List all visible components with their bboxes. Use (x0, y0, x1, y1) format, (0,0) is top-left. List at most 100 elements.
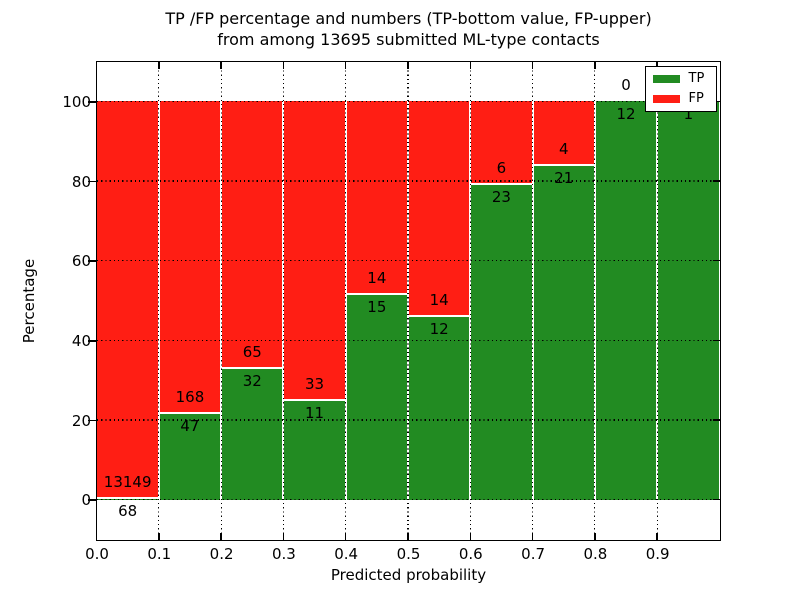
tp-legend-label: TP (688, 70, 705, 86)
x-tick-mark-top (656, 61, 658, 69)
bar-segment-tp (409, 316, 470, 500)
tp-count-label: 47 (180, 416, 200, 435)
x-tick-mark-top (594, 61, 596, 69)
x-tick-mark (344, 532, 347, 540)
x-tick-mark-top (282, 61, 285, 69)
y-tick-mark-right (712, 339, 720, 342)
bar-segment-tp (595, 101, 657, 500)
x-tick-mark-top (531, 61, 534, 69)
bar-segment-fp (346, 101, 407, 293)
x-tick-mark (656, 532, 658, 540)
fp-count-label: 14 (367, 268, 387, 287)
x-tick-label: 0.8 (583, 545, 608, 563)
gridline-vertical (594, 61, 596, 540)
legend-entry-fp: FP (652, 90, 709, 106)
x-tick-mark-top (407, 61, 409, 69)
tp-count-label: 1 (683, 105, 694, 124)
y-tick-mark (88, 260, 96, 262)
x-tick-mark (469, 532, 472, 540)
fp-count-label: 33 (304, 375, 325, 394)
fp-count-label: 0 (621, 76, 631, 95)
x-tick-mark (220, 532, 222, 540)
x-tick-label: 0.7 (521, 545, 546, 563)
x-tick-mark (282, 532, 285, 540)
bar-segment-tp (284, 401, 345, 500)
x-tick-mark (158, 532, 160, 540)
gridline-vertical (220, 61, 222, 540)
gridline-vertical (282, 61, 284, 540)
x-tick-label: 0.3 (271, 545, 296, 563)
y-tick-mark-right (712, 498, 720, 501)
y-tick-mark (88, 180, 96, 183)
x-tick-mark-top (220, 61, 222, 69)
fp-legend-swatch-icon (652, 94, 680, 103)
x-tick-label: 0.4 (334, 545, 359, 563)
fp-count-label: 14 (429, 290, 449, 309)
tp-count-label: 11 (304, 404, 325, 423)
tp-legend-swatch-icon (652, 74, 680, 83)
y-tick-mark (88, 419, 96, 422)
bar-segment-tp (658, 101, 720, 500)
bar-segment-tp (533, 166, 594, 500)
fp-count-label: 65 (242, 343, 262, 362)
x-tick-label: 0.9 (645, 545, 670, 563)
x-tick-label: 0.0 (85, 545, 109, 563)
y-tick-label: 100 (62, 92, 91, 111)
bar-segment-fp (159, 101, 221, 412)
bar-segment-fp (471, 101, 532, 183)
y-axis-label: Percentage (20, 258, 38, 344)
tp-count-label: 12 (429, 319, 449, 338)
plot-content: 131496816847653233111415141262342101201 (96, 61, 720, 540)
bar-segment-fp (409, 101, 470, 315)
tp-count-label: 68 (118, 501, 138, 520)
legend-entry-tp: TP (652, 70, 709, 86)
y-tick-mark-right (712, 419, 720, 421)
chart-title-line2: from among 13695 submitted ML-type conta… (217, 30, 600, 49)
plot-area: 131496816847653233111415141262342101201 … (95, 60, 721, 541)
bar-segment-fp (96, 101, 158, 497)
bar-segment-fp (222, 101, 283, 368)
bar-segment-tp (346, 294, 407, 500)
x-axis-label: Predicted probability (330, 566, 487, 584)
chart-title-line1: TP /FP percentage and numbers (TP-bottom… (165, 9, 652, 28)
fp-count-label: 13149 (103, 472, 152, 491)
bar-segment-tp (471, 184, 532, 500)
x-tick-label: 0.5 (396, 545, 421, 563)
y-tick-label: 60 (71, 252, 91, 271)
gridline-vertical (158, 61, 160, 540)
fp-legend-label: FP (688, 90, 704, 106)
bar-segment-tp (159, 413, 221, 500)
gridline-vertical (656, 61, 658, 540)
x-tick-mark-top (469, 61, 472, 69)
fp-count-label: 168 (175, 387, 205, 406)
y-tick-label: 20 (71, 411, 91, 430)
y-tick-mark-right (712, 259, 720, 262)
x-tick-mark-top (158, 61, 160, 69)
x-tick-mark (594, 532, 596, 540)
x-tick-mark (531, 532, 534, 540)
tp-count-label: 15 (367, 297, 387, 316)
gridline-vertical (345, 61, 347, 540)
y-tick-mark (88, 499, 96, 501)
bar-segment-fp (533, 101, 594, 165)
x-tick-label: 0.2 (209, 545, 234, 563)
gridline-vertical (469, 61, 471, 540)
y-tick-mark (88, 101, 96, 103)
tp-count-label: 32 (242, 372, 262, 391)
y-tick-mark-right (712, 180, 720, 182)
y-tick-label: 0 (81, 491, 91, 510)
gridline-vertical (407, 61, 409, 540)
bar-segment-fp (284, 101, 345, 400)
fp-count-label: 4 (558, 140, 569, 159)
y-tick-label: 40 (71, 331, 91, 350)
x-tick-label: 0.1 (147, 545, 172, 563)
fp-count-label: 6 (496, 158, 507, 177)
legend: TP FP (644, 65, 717, 112)
tp-count-label: 21 (554, 169, 574, 188)
y-tick-label: 80 (71, 172, 91, 191)
y-tick-mark (88, 340, 96, 342)
tp-count-label: 12 (616, 105, 636, 124)
tp-count-label: 23 (491, 187, 511, 206)
x-tick-mark-top (344, 61, 347, 69)
